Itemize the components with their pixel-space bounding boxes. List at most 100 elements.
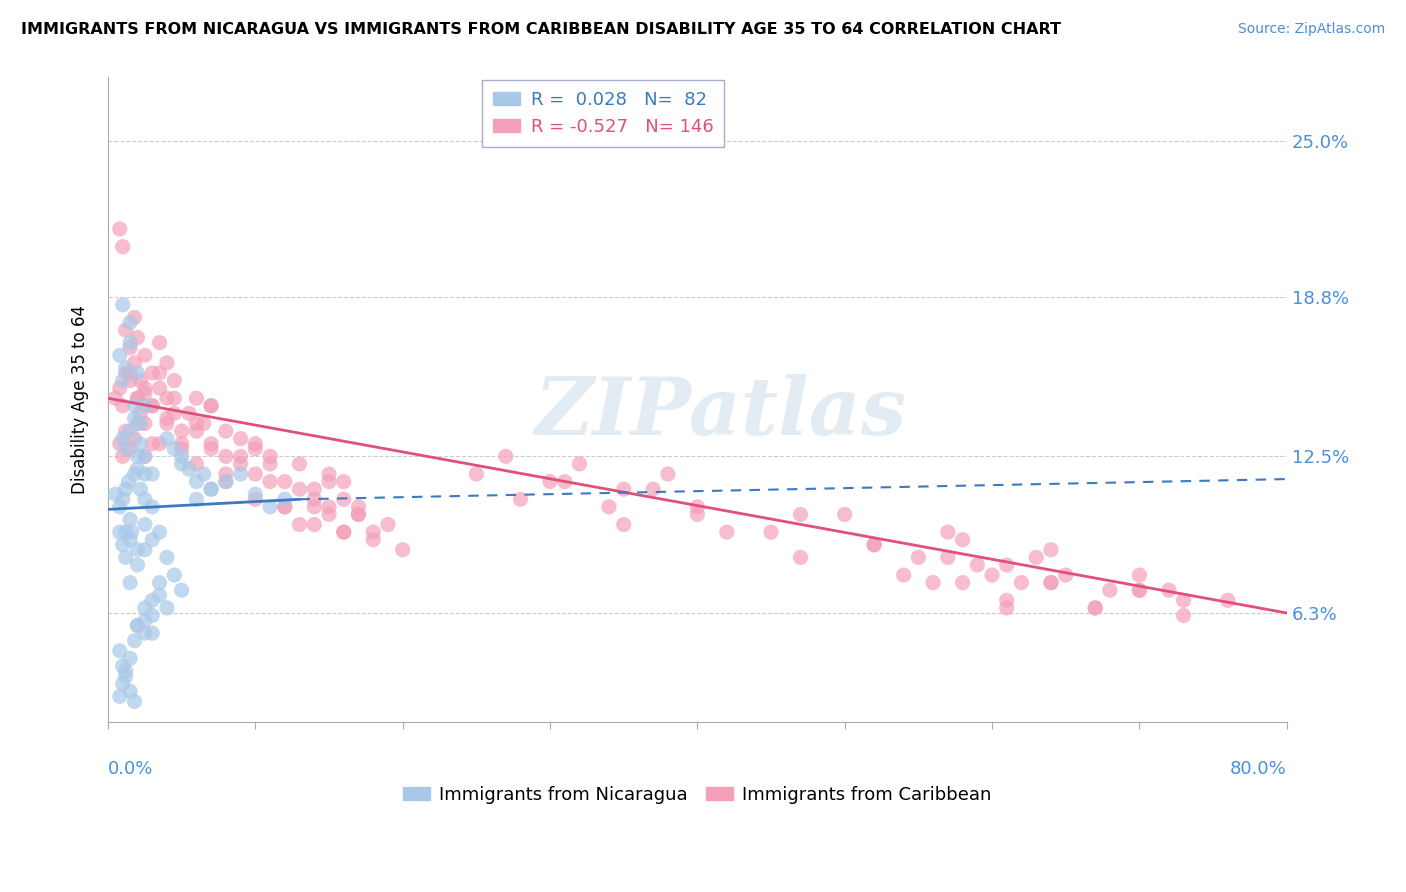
Point	[163, 442, 186, 456]
Point	[229, 467, 252, 481]
Point	[129, 482, 152, 496]
Point	[148, 335, 170, 350]
Point	[259, 450, 281, 464]
Point	[104, 391, 127, 405]
Text: 0.0%: 0.0%	[108, 760, 153, 778]
Point	[347, 500, 370, 514]
Point	[124, 411, 146, 425]
Point	[114, 424, 136, 438]
Point	[124, 356, 146, 370]
Point	[245, 467, 267, 481]
Point	[554, 475, 576, 489]
Point	[922, 575, 945, 590]
Point	[495, 450, 517, 464]
Point	[141, 593, 163, 607]
Text: ZIPatlas: ZIPatlas	[534, 374, 907, 451]
Point	[170, 450, 193, 464]
Point	[1084, 601, 1107, 615]
Point	[148, 436, 170, 450]
Point	[1039, 575, 1062, 590]
Point	[377, 517, 399, 532]
Point	[598, 500, 620, 514]
Point	[120, 684, 142, 698]
Point	[120, 316, 142, 330]
Point	[120, 341, 142, 355]
Point	[134, 626, 156, 640]
Point	[114, 323, 136, 337]
Point	[318, 467, 340, 481]
Point	[134, 450, 156, 464]
Point	[148, 575, 170, 590]
Point	[127, 330, 149, 344]
Legend: Immigrants from Nicaragua, Immigrants from Caribbean: Immigrants from Nicaragua, Immigrants fr…	[396, 779, 998, 812]
Point	[120, 651, 142, 665]
Point	[114, 525, 136, 540]
Point	[995, 601, 1018, 615]
Point	[120, 335, 142, 350]
Point	[613, 482, 636, 496]
Point	[893, 568, 915, 582]
Point	[863, 538, 886, 552]
Point	[186, 457, 208, 471]
Point	[148, 588, 170, 602]
Point	[111, 450, 134, 464]
Point	[229, 432, 252, 446]
Point	[134, 517, 156, 532]
Point	[111, 492, 134, 507]
Point	[124, 310, 146, 325]
Point	[120, 442, 142, 456]
Point	[120, 533, 142, 547]
Point	[177, 462, 200, 476]
Point	[120, 575, 142, 590]
Point	[995, 558, 1018, 572]
Point	[129, 436, 152, 450]
Point	[121, 525, 143, 540]
Point	[509, 492, 531, 507]
Point	[304, 517, 326, 532]
Point	[186, 492, 208, 507]
Point	[995, 593, 1018, 607]
Point	[1216, 593, 1239, 607]
Point	[134, 386, 156, 401]
Point	[127, 391, 149, 405]
Point	[170, 442, 193, 456]
Point	[981, 568, 1004, 582]
Point	[108, 690, 131, 704]
Point	[200, 399, 222, 413]
Point	[111, 538, 134, 552]
Point	[1128, 583, 1150, 598]
Point	[127, 391, 149, 405]
Point	[318, 475, 340, 489]
Point	[108, 500, 131, 514]
Point	[200, 482, 222, 496]
Point	[156, 432, 179, 446]
Point	[332, 525, 354, 540]
Point	[391, 542, 413, 557]
Point	[114, 664, 136, 678]
Point	[834, 508, 856, 522]
Point	[332, 475, 354, 489]
Point	[120, 512, 142, 526]
Point	[141, 436, 163, 450]
Point	[907, 550, 929, 565]
Point	[347, 508, 370, 522]
Point	[108, 381, 131, 395]
Point	[274, 500, 297, 514]
Point	[127, 450, 149, 464]
Point	[863, 538, 886, 552]
Point	[148, 525, 170, 540]
Point	[1025, 550, 1047, 565]
Point	[200, 482, 222, 496]
Point	[288, 482, 311, 496]
Point	[114, 550, 136, 565]
Point	[114, 442, 136, 456]
Point	[163, 568, 186, 582]
Point	[163, 406, 186, 420]
Point	[111, 432, 134, 446]
Point	[124, 432, 146, 446]
Point	[1128, 568, 1150, 582]
Point	[148, 366, 170, 380]
Point	[163, 391, 186, 405]
Point	[274, 475, 297, 489]
Point	[186, 424, 208, 438]
